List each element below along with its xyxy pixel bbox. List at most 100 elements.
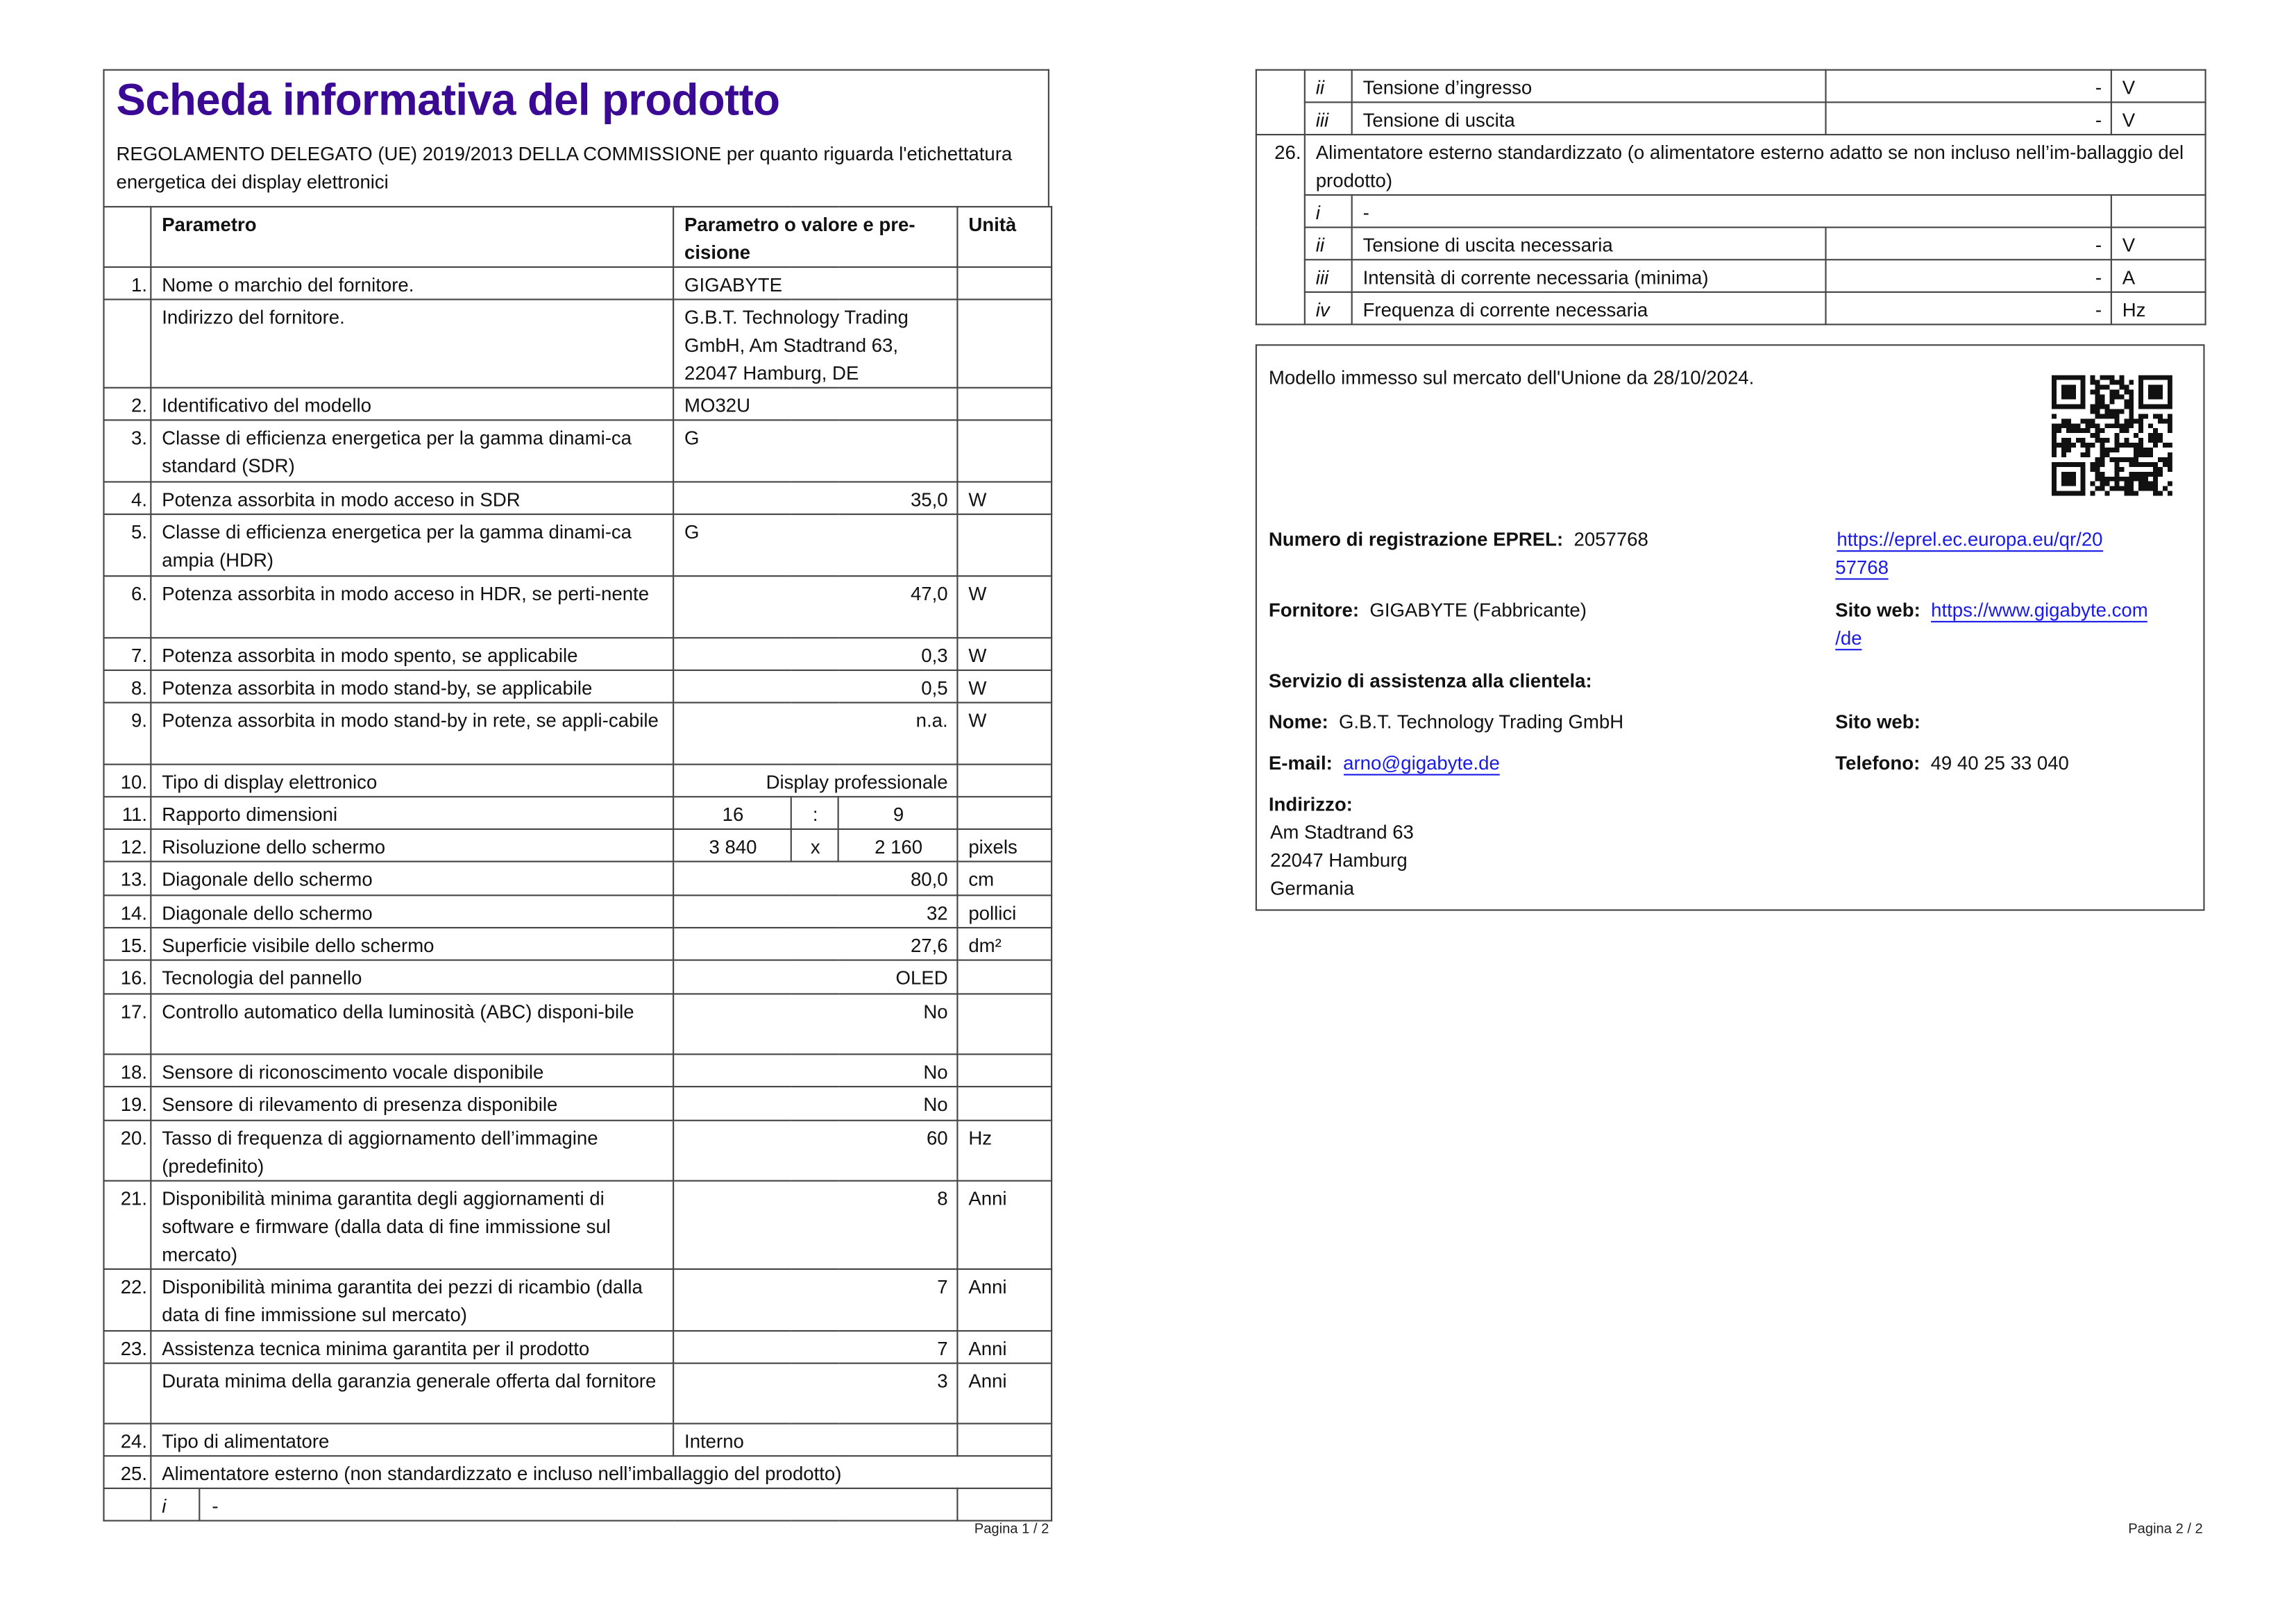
website-link-cont[interactable]: /de <box>1835 627 1862 651</box>
parameter-value: 35,0 <box>673 481 959 516</box>
parameter-value: 0,5 <box>673 669 959 704</box>
unit: V <box>2110 101 2206 136</box>
parameter-value: 7 <box>673 1268 959 1332</box>
empty-cell <box>1255 69 1306 136</box>
table-row: 3. Classe di efficienza energetica per la… <box>103 419 1053 483</box>
table-row: 7. Potenza assorbita in modo spento, se a… <box>103 637 1053 671</box>
parameter-value: OLED <box>673 959 959 995</box>
website-link[interactable]: https://www.gigabyte.com <box>1931 599 2148 622</box>
header-parameter: Parametro <box>150 205 675 268</box>
parameter-value: 27,6 <box>673 926 959 961</box>
parameter-value: 8 <box>673 1180 959 1270</box>
address-line: Germania <box>1269 876 1355 899</box>
row-number: 15. <box>103 926 152 961</box>
unit <box>956 1053 1053 1088</box>
row-number: 22. <box>103 1268 152 1332</box>
parameter-value: No <box>673 993 959 1055</box>
unit: Anni <box>956 1268 1053 1332</box>
supplier-label: Fornitore: <box>1268 599 1360 621</box>
row-number: 16. <box>103 959 152 995</box>
row-number: 9. <box>103 702 152 765</box>
row-number: 6. <box>103 575 152 639</box>
parameter-label: Diagonale dello schermo <box>150 894 675 929</box>
parameter-value: - <box>1825 101 2112 136</box>
parameter-label: Disponibilità minima garantita degli agg… <box>150 1180 675 1270</box>
parameter-label: Potenza assorbita in modo acceso in SDR <box>150 481 675 516</box>
row-number: 20. <box>103 1119 152 1182</box>
address-line: Am Stadtrand 63 <box>1269 821 1414 844</box>
parameter-label: Intensità di corrente necessaria (minima… <box>1351 259 1827 293</box>
unit: Anni <box>956 1362 1053 1425</box>
table-row: Durata minima della garanzia generale of… <box>103 1362 1053 1425</box>
row-number: 11. <box>103 796 152 830</box>
value-part: 3 840 <box>673 828 792 863</box>
parameter-value: 32 <box>673 894 959 929</box>
eprel-link[interactable]: https://eprel.ec.europa.eu/qr/20 <box>1837 528 2103 552</box>
table-row: ii Tensione d’ingresso - V <box>1255 69 2206 136</box>
parameter-label: Sensore di riconoscimento vocale disponi… <box>150 1053 675 1088</box>
parameter-value: - <box>1825 226 2112 261</box>
row-number: 10. <box>103 763 152 798</box>
unit: W <box>956 637 1053 671</box>
qr-code-icon[interactable] <box>2051 375 2172 496</box>
table-row: 5. Classe di efficienza energetica per la… <box>103 513 1053 577</box>
roman-numeral: i <box>1303 194 1353 228</box>
roman-numeral: ii <box>1303 69 1353 103</box>
table-row: 9. Potenza assorbita in modo stand-by in … <box>103 702 1053 765</box>
unit <box>956 1085 1053 1121</box>
table-row: 2. Identificativo del modello MO32U <box>103 386 1053 421</box>
parameter-value: n.a. <box>673 702 959 765</box>
table-row: iv Frequenza di corrente necessaria - Hz <box>1256 291 2206 325</box>
parameter-value: 80,0 <box>673 860 959 897</box>
row-number: 13. <box>103 860 152 897</box>
roman-numeral: ii <box>1303 226 1353 261</box>
regulation-subtitle: REGOLAMENTO DELEGATO (UE) 2019/2013 DELL… <box>116 142 1013 193</box>
parameter-label: Classe di efficienza energetica per la g… <box>150 513 675 577</box>
parameter-label: Tensione di uscita <box>1351 101 1827 136</box>
unit: pollici <box>956 894 1053 929</box>
table-row: 20. Tasso di frequenza di aggiornamento d… <box>103 1119 1053 1182</box>
page-number-2: Pagina 2 / 2 <box>2128 1521 2203 1538</box>
row-number: 21. <box>103 1180 152 1270</box>
table-row: 12. Risoluzione dello schermo 3 840 x 2 160 p… <box>103 828 1053 863</box>
table-row: ii Tensione di uscita necessaria - V <box>1256 226 2206 261</box>
service-heading: Servizio di assistenza alla clientela: <box>1268 669 1592 692</box>
unit <box>956 763 1053 798</box>
table-row: 14. Diagonale dello schermo 32 pollici <box>103 894 1053 929</box>
unit <box>956 796 1053 830</box>
unit <box>956 1487 1053 1522</box>
table-row: 22. Disponibilità minima garantita dei pe… <box>103 1268 1053 1332</box>
unit: Anni <box>956 1329 1053 1364</box>
row-number: 8. <box>103 669 152 704</box>
parameter-label: Sensore di rilevamento di presenza dispo… <box>150 1085 675 1121</box>
parameter-value: No <box>673 1085 959 1121</box>
email-link[interactable]: arno@gigabyte.de <box>1343 751 1500 776</box>
parameter-value: 47,0 <box>673 575 959 639</box>
row-number: 12. <box>103 828 152 863</box>
parameter-value: 60 <box>673 1119 959 1182</box>
header-value: Parametro o valore e pre-cisione <box>673 205 959 268</box>
parameter-label: Superficie visibile dello schermo <box>150 926 675 961</box>
eprel-link-cont[interactable]: 57768 <box>1835 556 1889 580</box>
unit: W <box>956 702 1053 765</box>
row-number: 24. <box>103 1422 152 1457</box>
row-number: 4. <box>103 481 152 516</box>
row-25-i: i- <box>103 1487 1053 1522</box>
unit: V <box>2110 226 2206 261</box>
header-unit: Unità <box>956 205 1053 268</box>
parameter-label: Tensione d’ingresso <box>1351 69 1827 103</box>
parameter-label: Durata minima della garanzia generale of… <box>150 1362 675 1425</box>
address-label: Indirizzo: <box>1268 792 1353 815</box>
row-number: 3. <box>103 419 152 483</box>
table-row: 21. Disponibilità minima garantita degli … <box>103 1180 1053 1270</box>
row-number: 18. <box>103 1053 152 1088</box>
sub-value: - <box>212 1495 219 1518</box>
parameter-label: Diagonale dello schermo <box>150 860 675 897</box>
table-row: iii Tensione di uscita - V <box>1256 101 2206 136</box>
row-number: 7. <box>103 637 152 671</box>
unit <box>2110 194 2206 228</box>
value-separator: : <box>790 796 839 830</box>
parameter-label: Indirizzo del fornitore. <box>150 298 675 389</box>
roman-numeral: iii <box>1303 101 1353 136</box>
roman-numeral: iii <box>1303 259 1353 293</box>
